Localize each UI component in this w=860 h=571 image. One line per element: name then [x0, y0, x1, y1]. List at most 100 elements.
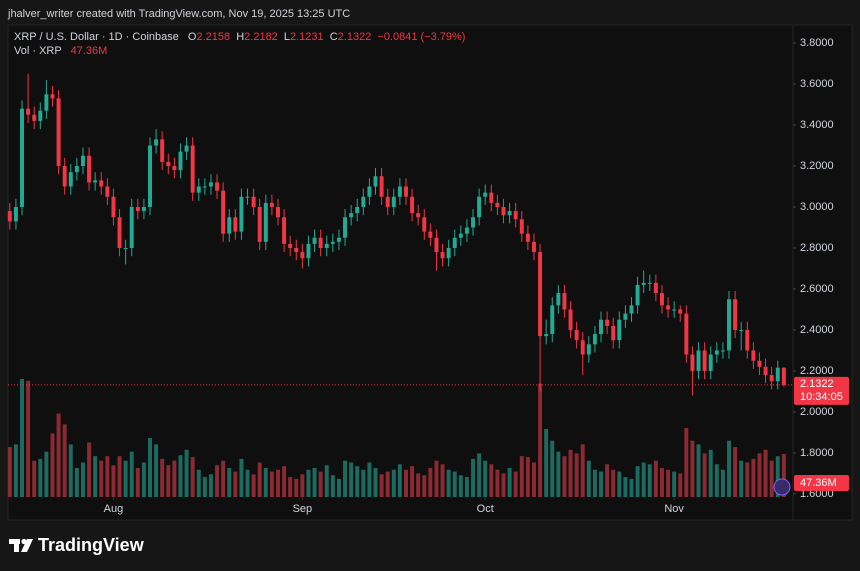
candle-body [318, 237, 323, 248]
candle-body [708, 354, 713, 371]
ohlc-key: O [188, 31, 197, 43]
candle-body [111, 196, 116, 218]
candle-body [495, 202, 500, 207]
volume-bar [568, 449, 573, 497]
candle-body [483, 192, 488, 197]
brand-logo [9, 538, 33, 552]
volume-bar [336, 478, 341, 497]
candle-body [544, 334, 549, 337]
volume-bar [361, 469, 366, 497]
candle-body [720, 350, 725, 352]
volume-title: Vol · XRP [14, 45, 62, 57]
candle-body [166, 161, 171, 167]
candle-body [440, 252, 445, 259]
candle-body [385, 196, 390, 207]
volume-bar [172, 460, 177, 497]
candle-body [324, 243, 329, 248]
candle-body [635, 284, 640, 306]
candle-body [659, 293, 664, 306]
brand-name: TradingView [38, 535, 145, 555]
candle-body [775, 367, 780, 382]
volume-bar [647, 464, 652, 497]
candle-body [428, 231, 433, 238]
candle-body [87, 155, 92, 183]
candle-body [196, 186, 201, 193]
volume-bar [434, 460, 439, 497]
candle-body [507, 211, 512, 216]
volume-legend: Vol · XRP 47.36M [14, 45, 107, 57]
candle-body [221, 190, 226, 234]
volume-bar [391, 469, 396, 497]
volume-bar [556, 451, 561, 497]
candle-body [99, 180, 104, 187]
volume-bar [379, 474, 384, 497]
volume-bar [74, 467, 79, 497]
candle-body [288, 243, 293, 248]
candle-body [361, 196, 366, 207]
volume-bar [343, 460, 348, 497]
candle-body [586, 344, 591, 355]
candle-body [397, 186, 402, 197]
y-tick-label: 3.4000 [800, 119, 834, 131]
volume-bar [44, 451, 49, 497]
candle-body [32, 114, 37, 121]
volume-bar [141, 462, 146, 497]
volume-bar [324, 465, 329, 497]
candle-body [489, 192, 494, 203]
volume-bar [178, 455, 183, 497]
volume-bar [513, 471, 518, 497]
candle-body [611, 325, 616, 341]
candle-body [202, 186, 207, 188]
candle-body [263, 202, 268, 242]
candle-body [422, 217, 427, 232]
volume-bar [416, 473, 421, 497]
candle-body [294, 247, 299, 253]
candle-body [653, 282, 658, 294]
candle-body [367, 186, 372, 197]
volume-bar [471, 458, 476, 497]
candle-body [239, 196, 244, 232]
volume-bar [38, 458, 43, 497]
volume-bar [385, 471, 390, 497]
volume-bar [50, 433, 55, 497]
candle-body [105, 186, 110, 197]
candle-body [336, 237, 341, 242]
volume-bar [154, 444, 159, 497]
volume-bar [641, 462, 646, 497]
candle-body [349, 213, 354, 218]
volume-bar [288, 477, 293, 497]
volume-bar [745, 462, 750, 497]
last-price-tag [794, 376, 849, 405]
volume-bar [117, 456, 122, 497]
volume-bar [227, 467, 232, 497]
candle-body [501, 206, 506, 216]
candle-body [178, 151, 183, 171]
scroll-icon [773, 478, 791, 496]
candle-body [714, 350, 719, 355]
candle-body [702, 350, 707, 371]
volume-bar [775, 456, 780, 497]
candle-body [452, 237, 457, 248]
volume-bar [733, 447, 738, 497]
volume-bar [251, 474, 256, 497]
candle-body [592, 334, 597, 345]
volume-bar [404, 469, 408, 497]
volume-bar [690, 440, 695, 497]
volume-bar [550, 440, 555, 497]
volume-bar [666, 469, 671, 497]
candle-body [306, 243, 311, 259]
attribution: jhalver_writer created with TradingView.… [7, 8, 350, 20]
volume-bar [623, 477, 628, 497]
x-tick-label: Oct [477, 503, 494, 515]
volume-bar [56, 413, 61, 497]
y-tick-label: 2.2000 [800, 365, 834, 377]
volume-bar [580, 444, 585, 497]
candle-body [471, 217, 476, 228]
countdown-label: 10:34:05 [800, 391, 843, 403]
candle-body [525, 233, 530, 242]
volume-bar [769, 460, 774, 497]
candle-body [617, 319, 622, 341]
change-label: −0.0841 (−3.79%) [377, 31, 465, 43]
volume-bar [720, 469, 725, 497]
